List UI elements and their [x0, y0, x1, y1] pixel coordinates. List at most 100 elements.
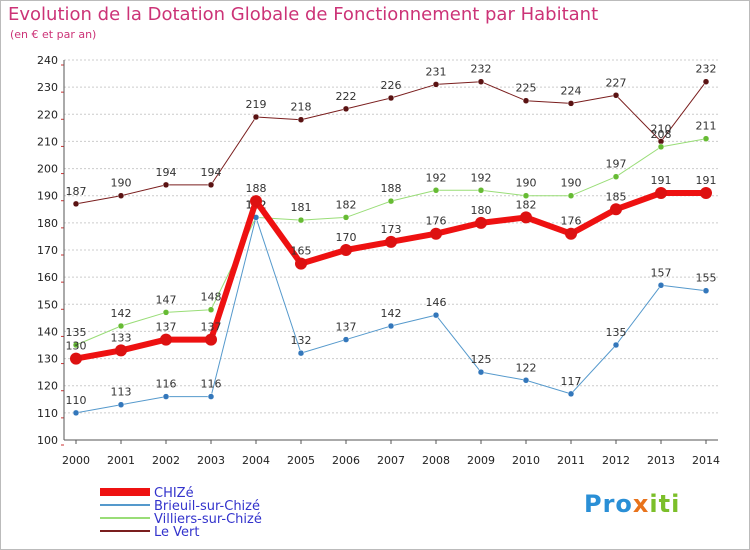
- point-le-vert-2007: [387, 94, 395, 102]
- point-chiz-2007: [385, 235, 397, 248]
- data-label-brieuil-sur-chiz-2003: 116: [201, 378, 222, 391]
- point-le-vert-2014: [702, 78, 710, 85]
- point-villiers-sur-chiz-2001: [117, 322, 125, 330]
- point-chiz-2009: [475, 216, 487, 229]
- point-villiers-sur-chiz-2005: [297, 216, 305, 224]
- point-chiz-2008: [430, 227, 442, 240]
- data-label-brieuil-sur-chiz-2001: 113: [111, 386, 132, 399]
- data-label-chiz-2013: 191: [651, 174, 672, 187]
- data-label-villiers-sur-chiz-2012: 197: [606, 158, 627, 171]
- y-tick-label-120: 120: [37, 380, 58, 393]
- point-chiz-2000: [70, 352, 82, 365]
- point-chiz-2012: [610, 203, 622, 216]
- proxiti-logo: Proxiti: [584, 490, 680, 518]
- data-label-chiz-2001: 133: [111, 331, 132, 344]
- data-label-chiz-2002: 137: [156, 321, 177, 334]
- point-brieuil-sur-chiz-2011: [567, 390, 575, 398]
- x-tick-label-2010: 2010: [512, 454, 540, 467]
- data-label-chiz-2007: 173: [381, 223, 402, 236]
- data-label-brieuil-sur-chiz-2010: 122: [516, 361, 537, 374]
- logo-part-x: x: [632, 490, 650, 518]
- y-tick-label-100: 100: [37, 434, 58, 447]
- point-brieuil-sur-chiz-2010: [522, 377, 530, 384]
- data-label-brieuil-sur-chiz-2006: 137: [336, 321, 357, 334]
- data-label-le-vert-2010: 225: [516, 82, 537, 95]
- x-tick-label-2007: 2007: [377, 454, 405, 467]
- point-villiers-sur-chiz-2009: [477, 187, 485, 194]
- point-chiz-2011: [565, 227, 577, 240]
- data-label-chiz-2003: 137: [201, 321, 222, 334]
- x-tick-label-2011: 2011: [557, 454, 585, 467]
- data-label-villiers-sur-chiz-2014: 211: [696, 120, 717, 133]
- point-chiz-2001: [115, 344, 127, 357]
- point-chiz-2006: [340, 244, 352, 256]
- data-label-chiz-2010: 182: [516, 198, 537, 211]
- x-tick-label-2004: 2004: [242, 454, 270, 467]
- data-label-villiers-sur-chiz-2008: 192: [426, 171, 447, 184]
- point-villiers-sur-chiz-2008: [432, 187, 440, 194]
- point-brieuil-sur-chiz-2005: [297, 349, 305, 357]
- point-le-vert-2008: [432, 81, 440, 88]
- data-label-brieuil-sur-chiz-2008: 146: [426, 296, 447, 309]
- data-label-brieuil-sur-chiz-2007: 142: [381, 307, 402, 320]
- data-label-chiz-2005: 165: [291, 245, 312, 258]
- data-label-villiers-sur-chiz-2010: 190: [516, 177, 537, 190]
- data-label-brieuil-sur-chiz-2009: 125: [471, 353, 492, 366]
- data-label-le-vert-2002: 194: [156, 166, 177, 179]
- point-chiz-2014: [700, 187, 712, 199]
- x-tick-label-2008: 2008: [422, 454, 450, 467]
- point-le-vert-2006: [342, 105, 350, 113]
- y-tick-label-190: 190: [37, 190, 58, 203]
- point-brieuil-sur-chiz-2013: [657, 282, 665, 289]
- y-tick-label-230: 230: [37, 81, 58, 94]
- point-chiz-2013: [655, 187, 667, 199]
- data-label-villiers-sur-chiz-2007: 188: [381, 182, 402, 195]
- y-tick-label-150: 150: [37, 298, 58, 311]
- y-tick-label-160: 160: [37, 271, 58, 284]
- data-label-brieuil-sur-chiz-2014: 155: [696, 272, 717, 285]
- data-label-le-vert-2006: 222: [336, 90, 357, 103]
- point-villiers-sur-chiz-2006: [342, 214, 350, 221]
- data-label-villiers-sur-chiz-2001: 142: [111, 307, 132, 320]
- point-chiz-2004: [250, 195, 262, 208]
- data-label-chiz-2000: 130: [66, 340, 87, 353]
- x-tick-label-2012: 2012: [602, 454, 630, 467]
- data-label-villiers-sur-chiz-2009: 192: [471, 171, 492, 184]
- point-brieuil-sur-chiz-2001: [117, 401, 125, 408]
- data-label-le-vert-2007: 226: [381, 79, 402, 92]
- point-chiz-2003: [205, 333, 217, 346]
- point-le-vert-2000: [72, 200, 80, 208]
- y-tick-label-170: 170: [37, 244, 58, 257]
- data-label-brieuil-sur-chiz-2002: 116: [156, 378, 177, 391]
- point-chiz-2002: [160, 333, 172, 346]
- data-label-brieuil-sur-chiz-2000: 110: [66, 394, 87, 407]
- logo-part-pro: Pro: [584, 490, 633, 518]
- point-le-vert-2002: [162, 181, 170, 189]
- data-label-le-vert-2001: 190: [111, 177, 132, 190]
- logo-part-iti: iti: [649, 490, 681, 518]
- point-brieuil-sur-chiz-2000: [72, 409, 80, 417]
- x-tick-label-2000: 2000: [62, 454, 90, 467]
- point-le-vert-2012: [612, 92, 620, 99]
- y-tick-label-130: 130: [37, 353, 58, 366]
- point-brieuil-sur-chiz-2003: [207, 393, 215, 400]
- point-villiers-sur-chiz-2002: [162, 309, 170, 316]
- data-label-le-vert-2003: 194: [201, 166, 222, 179]
- y-tick-label-140: 140: [37, 325, 58, 338]
- data-label-villiers-sur-chiz-2005: 181: [291, 201, 312, 214]
- y-tick-label-220: 220: [37, 108, 58, 121]
- point-villiers-sur-chiz-2003: [207, 306, 215, 313]
- data-label-villiers-sur-chiz-2003: 148: [201, 291, 222, 304]
- point-villiers-sur-chiz-2007: [387, 197, 395, 205]
- x-tick-label-2013: 2013: [647, 454, 675, 467]
- y-tick-label-110: 110: [37, 407, 58, 420]
- point-villiers-sur-chiz-2000: [72, 341, 80, 349]
- data-label-le-vert-2012: 227: [606, 76, 627, 89]
- point-brieuil-sur-chiz-2008: [432, 311, 440, 319]
- y-tick-label-210: 210: [37, 135, 58, 148]
- data-label-villiers-sur-chiz-2013: 208: [651, 128, 672, 141]
- x-tick-label-2005: 2005: [287, 454, 315, 467]
- data-label-le-vert-2013: 210: [651, 122, 672, 135]
- chart-subtitle: (en € et par an): [10, 28, 97, 41]
